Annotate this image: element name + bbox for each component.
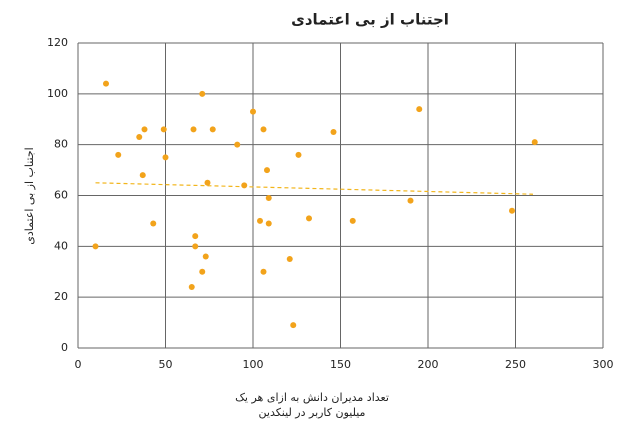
y-tick-label: 100 xyxy=(47,87,68,100)
point xyxy=(260,126,267,133)
x-tick-label: 150 xyxy=(330,358,351,371)
x-tick-label: 0 xyxy=(75,358,82,371)
x-tick-label: 200 xyxy=(418,358,439,371)
point xyxy=(162,154,169,161)
point xyxy=(115,151,122,158)
point xyxy=(209,126,216,133)
x-tick-label: 50 xyxy=(159,358,173,371)
point xyxy=(139,172,146,179)
y-axis-label: اجتناب از بی اعتمادی xyxy=(23,147,36,244)
point xyxy=(531,139,538,146)
point xyxy=(260,268,267,275)
point xyxy=(199,268,206,275)
point xyxy=(234,141,241,148)
x-axis-label: تعداد مدیران دانش به ازای هر یک xyxy=(235,391,389,404)
x-tick-label: 250 xyxy=(505,358,526,371)
point xyxy=(349,217,356,224)
y-tick-label: 0 xyxy=(61,341,68,354)
point xyxy=(188,284,195,290)
point xyxy=(286,256,293,263)
point xyxy=(150,220,157,227)
x-axis-label: میلیون کاربر در لینکدین xyxy=(259,406,366,419)
x-tick-label: 100 xyxy=(243,358,264,371)
point xyxy=(290,322,297,329)
y-tick-label: 20 xyxy=(54,290,68,303)
chart-title: اجتناب از بی اعتمادی xyxy=(291,11,449,29)
point xyxy=(306,215,312,222)
point xyxy=(141,126,148,133)
point xyxy=(241,182,248,189)
y-tick-label: 120 xyxy=(47,36,68,49)
point xyxy=(295,151,302,158)
y-tick-label: 80 xyxy=(54,138,68,151)
point xyxy=(509,207,515,214)
point xyxy=(407,197,414,204)
point xyxy=(190,126,197,133)
point xyxy=(265,220,272,227)
point xyxy=(257,217,263,224)
point xyxy=(136,134,143,141)
point xyxy=(160,126,167,133)
point xyxy=(192,233,199,240)
point xyxy=(264,167,270,174)
y-tick-label: 60 xyxy=(54,189,68,202)
point xyxy=(202,253,209,260)
point xyxy=(92,243,99,250)
point xyxy=(265,195,272,202)
trendline xyxy=(95,182,534,195)
y-tick-label: 40 xyxy=(54,239,68,252)
point xyxy=(204,179,211,186)
point xyxy=(192,243,199,250)
point xyxy=(250,108,256,115)
point xyxy=(416,106,423,113)
x-tick-label: 300 xyxy=(593,358,614,371)
point xyxy=(199,90,206,97)
point xyxy=(103,80,109,87)
point xyxy=(330,128,337,135)
